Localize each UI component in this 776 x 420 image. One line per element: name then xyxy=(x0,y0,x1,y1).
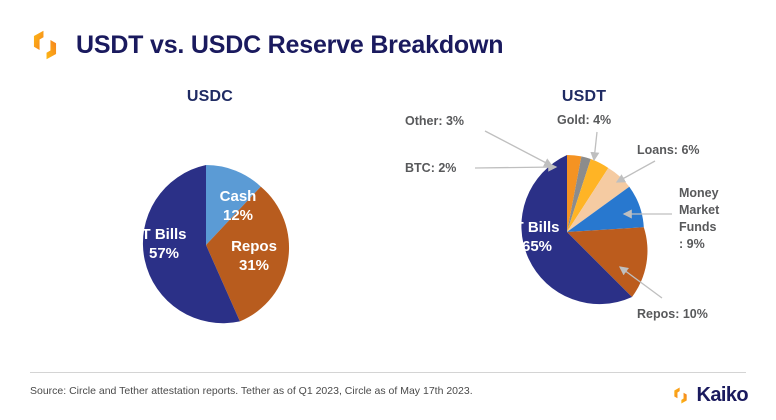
pie-slice-money-market-funds[interactable] xyxy=(567,186,644,232)
pie-label-cash-name: Cash xyxy=(220,188,257,205)
pie-slice-tbills[interactable] xyxy=(521,155,632,305)
source-note: Source: Circle and Tether attestation re… xyxy=(30,385,473,397)
pie-slice-gold[interactable] xyxy=(567,159,609,232)
pie-slice-loans[interactable] xyxy=(567,168,630,232)
leader-line-loans xyxy=(615,160,656,183)
callout-label-loans: Loans: 6% xyxy=(637,143,700,157)
callout-label-gold: Gold: 4% xyxy=(557,113,611,127)
pie-slice-btc[interactable] xyxy=(567,156,591,232)
chart-title-usdc: USDC xyxy=(186,88,234,105)
pie-slice-cash[interactable] xyxy=(206,164,261,245)
callout-label-btc: BTC: 2% xyxy=(405,161,456,175)
footer-brand: Kaiko xyxy=(671,384,749,406)
pie-label-cash-value: 12% xyxy=(223,207,253,224)
leader-line-other xyxy=(484,130,554,167)
pie-slice-repos[interactable] xyxy=(206,186,290,322)
pie-label-tbills-name: T Bills xyxy=(514,219,559,236)
callout-label-repos: Repos: 10% xyxy=(637,307,708,321)
callout-label-mmf-line2: Market xyxy=(679,203,720,217)
pie-label-tbills-value: 65% xyxy=(522,238,552,255)
callout-label-other: Other: 3% xyxy=(405,114,464,128)
pie-slice-tbills[interactable] xyxy=(142,165,240,324)
leader-line-repos xyxy=(618,266,663,299)
leader-line-gold xyxy=(590,131,600,162)
pie-label-tbills-name: T Bills xyxy=(141,226,186,243)
pie-slice-other[interactable] xyxy=(567,155,582,232)
callout-label-mmf-line1: Money xyxy=(679,186,719,200)
callout-label-mmf-line4: : 9% xyxy=(679,237,705,251)
pie-label-repos-name: Repos xyxy=(231,238,277,255)
chart-panel-usdt: USDT T Bills 65% xyxy=(392,80,776,345)
kaiko-hexagon-logo-icon xyxy=(673,387,687,403)
callout-label-mmf-line3: Funds xyxy=(679,220,717,234)
pie-chart-usdt: T Bills 65% Other: 3% BTC: 2% Gold: 4% L… xyxy=(405,113,720,321)
pie-slice-repos[interactable] xyxy=(567,227,648,297)
pie-label-repos-value: 31% xyxy=(239,257,269,274)
pie-label-tbills-value: 57% xyxy=(149,245,179,262)
footer-divider xyxy=(30,372,746,373)
chart-panel-usdc: USDC Cash 12% Repos 31% T Bills 57% xyxy=(30,80,390,345)
kaiko-hexagon-logo-icon xyxy=(33,30,57,60)
page-title: USDT vs. USDC Reserve Breakdown xyxy=(76,30,504,59)
pie-chart-usdc: Cash 12% Repos 31% T Bills 57% xyxy=(141,164,290,324)
chart-title-usdt: USDT xyxy=(561,88,607,105)
brand-wordmark: Kaiko xyxy=(696,384,749,406)
leader-line-btc xyxy=(474,162,558,172)
slide-header: USDT vs. USDC Reserve Breakdown xyxy=(28,28,503,62)
